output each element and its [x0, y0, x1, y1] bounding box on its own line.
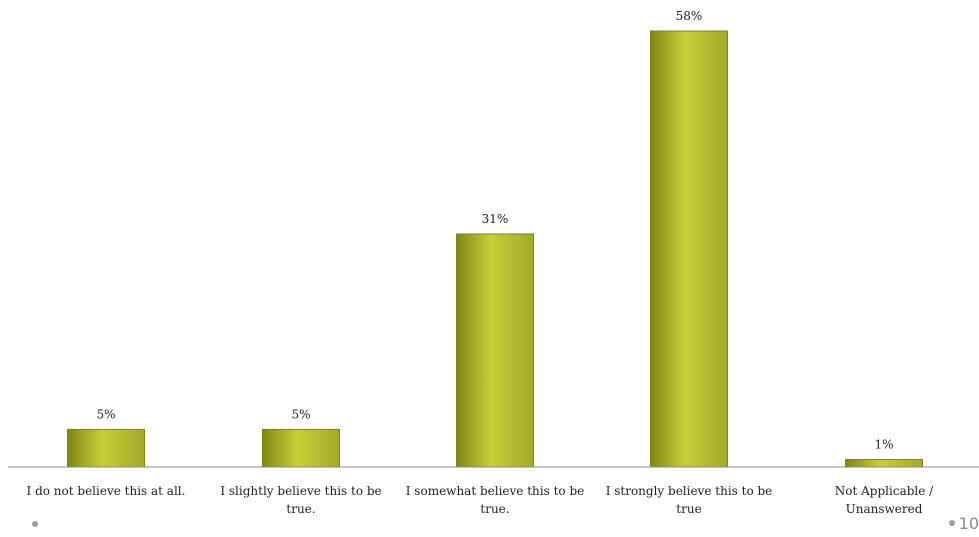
bar-1: [262, 428, 340, 468]
category-label-line: true: [676, 502, 701, 516]
category-label-3: I strongly believe this to be true: [606, 484, 773, 516]
bar-0: [67, 428, 145, 468]
bar-4: [845, 458, 923, 468]
bar-2: [456, 233, 534, 468]
category-label-0: I do not believe this at all.: [27, 484, 186, 498]
value-label-4: 1%: [874, 437, 893, 451]
bullet-icon-right: [949, 520, 955, 526]
value-label-0: 5%: [96, 407, 115, 421]
category-label-line: I strongly believe this to be: [606, 484, 773, 498]
value-label-3: 58%: [676, 9, 703, 23]
value-label-1: 5%: [291, 407, 310, 421]
value-label-2: 31%: [482, 212, 509, 226]
category-label-line: I slightly believe this to be: [220, 484, 381, 498]
category-label-2: I somewhat believe this to be true.: [406, 484, 584, 516]
category-label-line: Not Applicable /: [835, 484, 934, 498]
category-label-4: Not Applicable / Unanswered: [835, 484, 934, 516]
page-number: 10: [958, 514, 979, 533]
category-label-line: Unanswered: [846, 502, 923, 516]
category-label-line: true.: [286, 502, 315, 516]
category-label-1: I slightly believe this to be true.: [220, 484, 381, 516]
bullet-icon-left: [32, 521, 38, 527]
bar-3: [650, 30, 728, 468]
category-label-line: true.: [480, 502, 509, 516]
category-label-line: I somewhat believe this to be: [406, 484, 584, 498]
category-label-line: I do not believe this at all.: [27, 484, 186, 498]
